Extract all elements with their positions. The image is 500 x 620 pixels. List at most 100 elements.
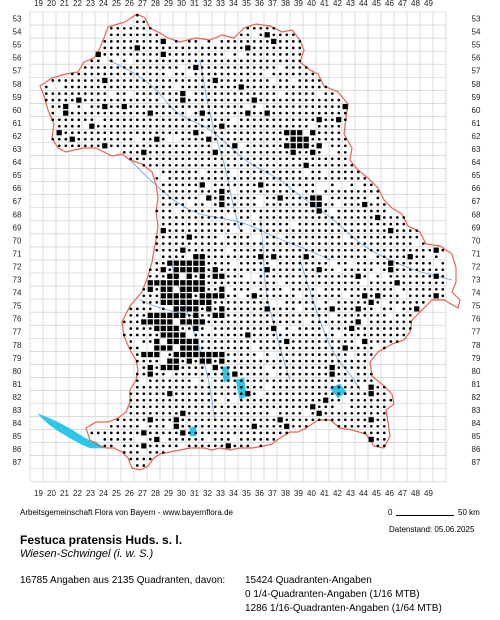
occurrence-dot bbox=[252, 59, 256, 63]
occurrence-dot bbox=[304, 98, 308, 102]
occurrence-dot bbox=[259, 150, 263, 154]
column-label: 24 bbox=[99, 0, 108, 8]
occurrence-dot bbox=[187, 137, 191, 141]
occurrence-dot bbox=[317, 392, 321, 396]
occurrence-dot bbox=[337, 301, 341, 304]
occurrence-dot bbox=[109, 46, 113, 50]
occurrence-dot bbox=[200, 314, 204, 317]
occurrence-dot bbox=[246, 411, 250, 415]
occurrence-dot bbox=[246, 366, 250, 369]
occurrence-square bbox=[206, 299, 212, 305]
occurrence-dot bbox=[187, 248, 191, 252]
occurrence-square bbox=[147, 312, 153, 318]
occurrence-dot bbox=[369, 294, 373, 298]
occurrence-dot bbox=[129, 144, 133, 148]
occurrence-dot bbox=[181, 46, 185, 50]
occurrence-dot bbox=[369, 235, 373, 239]
occurrence-dot bbox=[434, 281, 438, 285]
occurrence-dot bbox=[252, 131, 256, 135]
occurrence-square bbox=[238, 84, 244, 90]
occurrence-dot bbox=[239, 261, 243, 265]
occurrence-dot bbox=[77, 85, 81, 89]
column-label: 28 bbox=[151, 0, 160, 8]
occurrence-dot bbox=[421, 261, 425, 265]
occurrence-dot bbox=[213, 118, 217, 122]
occurrence-dot bbox=[96, 144, 100, 148]
occurrence-dot bbox=[181, 235, 185, 239]
occurrence-dot bbox=[96, 105, 100, 108]
occurrence-dot bbox=[246, 424, 250, 428]
occurrence-dot bbox=[168, 398, 172, 402]
occurrence-dot bbox=[330, 327, 334, 330]
occurrence-square bbox=[368, 384, 374, 390]
occurrence-dot bbox=[174, 157, 178, 161]
occurrence-dot bbox=[259, 66, 263, 69]
occurrence-square bbox=[316, 143, 322, 149]
occurrence-dot bbox=[337, 105, 341, 108]
occurrence-dot bbox=[213, 320, 217, 324]
occurrence-dot bbox=[428, 261, 432, 265]
occurrence-dot bbox=[285, 385, 289, 389]
occurrence-dot bbox=[181, 229, 185, 232]
occurrence-dot bbox=[109, 53, 113, 56]
occurrence-dot bbox=[259, 131, 263, 135]
occurrence-dot bbox=[246, 242, 250, 245]
occurrence-dot bbox=[252, 66, 256, 69]
column-label: 27 bbox=[138, 0, 147, 8]
occurrence-dot bbox=[226, 268, 230, 272]
occurrence-dot bbox=[239, 40, 243, 43]
occurrence-square bbox=[362, 201, 368, 208]
occurrence-dot bbox=[324, 131, 328, 135]
occurrence-dot bbox=[252, 242, 256, 245]
occurrence-dot bbox=[285, 98, 289, 102]
occurrence-dot bbox=[363, 353, 367, 356]
occurrence-square bbox=[180, 293, 186, 299]
occurrence-square bbox=[212, 312, 218, 318]
occurrence-dot bbox=[194, 372, 198, 376]
occurrence-dot bbox=[194, 366, 198, 369]
occurrence-dot bbox=[265, 392, 269, 396]
occurrence-dot bbox=[363, 379, 367, 383]
occurrence-dot bbox=[298, 261, 302, 265]
occurrence-dot bbox=[194, 150, 198, 154]
occurrence-dot bbox=[207, 53, 211, 56]
occurrence-dot bbox=[311, 327, 315, 330]
occurrence-dot bbox=[239, 359, 243, 363]
occurrence-dot bbox=[168, 385, 172, 389]
occurrence-dot bbox=[142, 105, 146, 108]
occurrence-dot bbox=[246, 261, 250, 265]
occurrence-square bbox=[180, 286, 186, 292]
occurrence-dot bbox=[363, 274, 367, 278]
occurrence-dot bbox=[109, 111, 113, 115]
occurrence-dot bbox=[311, 261, 315, 265]
occurrence-dot bbox=[317, 79, 321, 82]
occurrence-dot bbox=[155, 150, 159, 154]
occurrence-dot bbox=[103, 431, 107, 435]
occurrence-dot bbox=[187, 131, 191, 135]
occurrence-dot bbox=[252, 281, 256, 285]
occurrence-dot bbox=[220, 268, 224, 272]
occurrence-dot bbox=[109, 85, 113, 89]
occurrence-dot bbox=[278, 248, 282, 252]
occurrence-dot bbox=[233, 59, 237, 63]
occurrence-square bbox=[141, 430, 147, 436]
occurrence-square bbox=[102, 143, 108, 149]
occurrence-dot bbox=[194, 216, 198, 219]
occurrence-dot bbox=[200, 222, 204, 226]
occurrence-dot bbox=[142, 301, 146, 304]
occurrence-dot bbox=[441, 268, 445, 272]
occurrence-square bbox=[375, 293, 381, 299]
occurrence-dot bbox=[304, 340, 308, 343]
occurrence-dot bbox=[226, 131, 230, 135]
occurrence-dot bbox=[135, 327, 139, 330]
occurrence-dot bbox=[122, 72, 126, 76]
occurrence-dot bbox=[382, 385, 386, 389]
occurrence-square bbox=[212, 365, 218, 371]
occurrence-dot bbox=[239, 405, 243, 409]
row-label: 78 bbox=[13, 341, 22, 350]
occurrence-dot bbox=[174, 372, 178, 376]
occurrence-dot bbox=[291, 418, 295, 422]
occurrence-dot bbox=[272, 320, 276, 324]
occurrence-dot bbox=[311, 274, 315, 278]
occurrence-dot bbox=[233, 92, 237, 95]
